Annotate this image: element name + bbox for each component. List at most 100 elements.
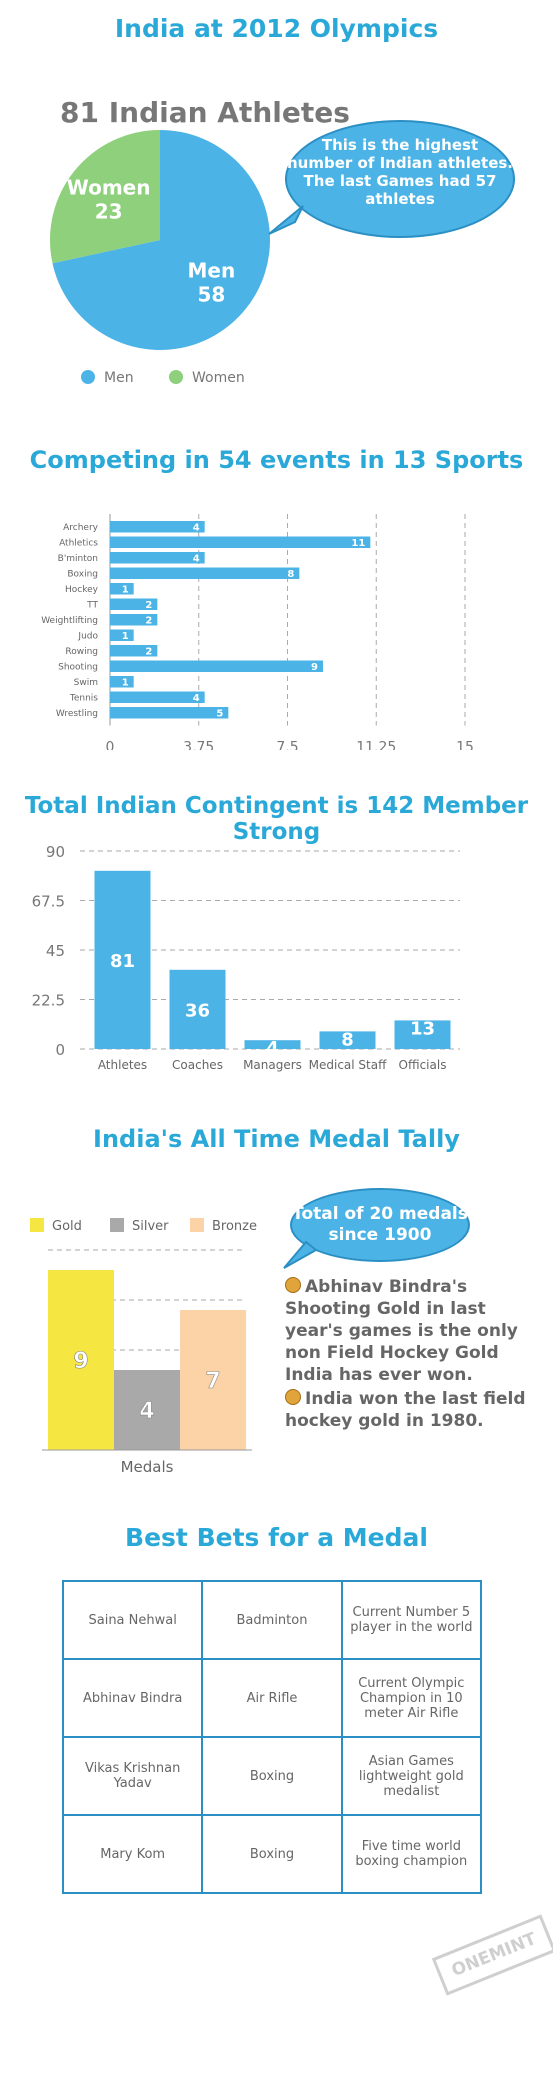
bar-value-label: 13 xyxy=(410,1018,435,1039)
legend-label: Women xyxy=(192,370,245,386)
bubble-line: This is the highest xyxy=(321,136,479,154)
note-cell: Current Number 5 player in the world xyxy=(340,1580,483,1660)
athletes-headline: 81 Indian Athletes xyxy=(60,96,350,129)
y-tick-label: Weightlifting xyxy=(41,616,98,626)
bar-value-label: 9 xyxy=(73,1349,88,1374)
legend-label: Gold xyxy=(52,1219,82,1234)
bar-value-label: 5 xyxy=(216,709,223,720)
bar-wrestling xyxy=(110,707,229,719)
bar-athletics xyxy=(110,536,371,548)
legend-label: Men xyxy=(104,370,134,386)
bar-shooting xyxy=(110,660,323,672)
medal-fact-2: India won the last field hockey gold in … xyxy=(285,1388,545,1432)
y-tick-label: Athletics xyxy=(59,539,98,549)
medal-fact-1: Abhinav Bindra's Shooting Gold in last y… xyxy=(285,1276,545,1386)
bar-value-label: 8 xyxy=(341,1029,354,1050)
pie-slice-value: 58 xyxy=(197,282,225,306)
pie-slice-women xyxy=(50,130,160,264)
bar-value-label: 36 xyxy=(185,1000,210,1021)
bubble-line: The last Games had 57 xyxy=(303,172,497,190)
x-tick-label: 11.25 xyxy=(356,740,396,751)
y-tick-label: Shooting xyxy=(58,663,98,673)
bar-value-label: 4 xyxy=(193,523,200,534)
bubble-line: since 1900 xyxy=(328,1225,432,1245)
y-tick-label: 0 xyxy=(55,1041,65,1059)
bar-value-label: 1 xyxy=(122,678,129,689)
bar-medical-staff xyxy=(319,1031,376,1049)
x-tick-label: 3.75 xyxy=(183,740,214,751)
bubble-tail-icon xyxy=(283,1240,318,1269)
y-tick-label: Rowing xyxy=(65,647,98,657)
bar-officials xyxy=(394,1020,451,1049)
athletes-bubble: This is the highest number of Indian ath… xyxy=(285,120,515,238)
y-tick-label: Tennis xyxy=(69,694,98,704)
medal-bar-chart: Gold 9 Silver 4 Bronze 7 Medals xyxy=(30,1218,257,1476)
legend-swatch-gold xyxy=(30,1218,44,1232)
x-tick-label: Coaches xyxy=(172,1058,223,1072)
legend-swatch-bronze xyxy=(190,1218,204,1232)
y-tick-label: Swim xyxy=(74,678,98,688)
fact-text: India won the last field hockey gold in … xyxy=(285,1389,526,1431)
sport-cell: Air Rifle xyxy=(201,1658,343,1738)
section-title-best-bets: Best Bets for a Medal xyxy=(125,1523,428,1552)
bar-hockey xyxy=(110,583,134,595)
lightbulb-icon xyxy=(285,1277,301,1293)
bar-b'minton xyxy=(110,552,205,564)
sports-bar-chart: 0 3.75 7.5 11.25 1 5 Archery 4 Athletics 11 B'mint… xyxy=(41,514,474,751)
bar-value-label: 8 xyxy=(287,569,294,580)
table-row: Saina Nehwal Badminton Current Number 5 … xyxy=(61,1580,483,1660)
x-tick-label: 7.5 xyxy=(276,740,298,751)
sport-cell: Boxing xyxy=(201,1814,343,1894)
legend-label: Silver xyxy=(132,1219,169,1234)
bar-boxing xyxy=(110,567,300,579)
note-cell: Asian Games lightweight gold medalist xyxy=(340,1736,483,1816)
bubble-line: athletes xyxy=(365,190,435,208)
bar-value-label: 4 xyxy=(266,1038,279,1059)
sport-cell: Badminton xyxy=(201,1580,343,1660)
pie-slice-men xyxy=(52,130,271,350)
bar-value-label: 1 xyxy=(122,585,129,596)
athlete-cell: Mary Kom xyxy=(61,1814,204,1894)
bar-tt xyxy=(110,598,158,610)
x-tick-label: Medals xyxy=(121,1458,174,1476)
bar-athletes xyxy=(94,870,151,1049)
section-title-olympics: India at 2012 Olympics xyxy=(114,14,439,43)
bar-gold xyxy=(48,1270,114,1450)
bar-value-label: 2 xyxy=(145,600,152,611)
y-tick-label: 45 xyxy=(46,942,65,960)
bar-tennis xyxy=(110,691,205,703)
lightbulb-icon xyxy=(285,1389,301,1405)
note-cell: Current Olympic Champion in 10 meter Air… xyxy=(340,1658,483,1738)
sport-cell: Boxing xyxy=(201,1736,343,1816)
y-tick-label: B'minton xyxy=(58,554,98,564)
pie-slice-label: Men xyxy=(188,258,236,282)
x-tick-label: 0 xyxy=(106,740,115,751)
y-tick-label: 22.5 xyxy=(32,992,65,1010)
fact-text: Abhinav Bindra's Shooting Gold in last y… xyxy=(285,1277,518,1385)
table-row: Vikas Krishnan Yadav Boxing Asian Games … xyxy=(61,1736,483,1816)
bar-value-label: 4 xyxy=(193,554,200,565)
x-tick-label: Officials xyxy=(399,1058,447,1072)
bar-value-label: 2 xyxy=(145,647,152,658)
contingent-bar-chart: 0 22.5 45 67.5 90 81 Athletes 36 Coaches 4Manager… xyxy=(32,843,460,1072)
bar-value-label: 11 xyxy=(351,538,365,549)
bar-swim xyxy=(110,676,134,688)
y-tick-label: Hockey xyxy=(65,585,99,595)
athlete-cell: Saina Nehwal xyxy=(61,1580,204,1660)
y-tick-label: Archery xyxy=(63,523,99,533)
bar-value-label: 2 xyxy=(145,616,152,627)
y-tick-label: Judo xyxy=(77,632,98,642)
y-tick-label: Boxing xyxy=(67,570,98,580)
x-tick-label: Managers xyxy=(243,1058,302,1072)
bar-value-label: 4 xyxy=(139,1399,154,1424)
bubble-tail-icon xyxy=(268,205,304,235)
bar-rowing xyxy=(110,645,158,657)
bar-coaches xyxy=(169,969,226,1049)
bar-managers xyxy=(244,1040,301,1049)
bubble-line: Total of 20 medals xyxy=(292,1204,468,1224)
legend-swatch-women xyxy=(169,370,183,384)
note-cell: Five time world boxing champion xyxy=(340,1814,483,1894)
bar-value-label: 7 xyxy=(205,1369,220,1394)
x-tick-label: Athletes xyxy=(98,1058,147,1072)
table-row: Mary Kom Boxing Five time world boxing c… xyxy=(61,1814,483,1894)
